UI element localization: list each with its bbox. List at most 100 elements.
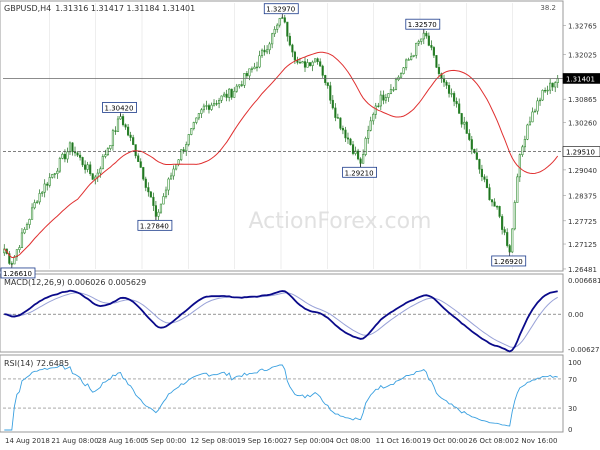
candle-body	[66, 151, 69, 160]
candle-body	[339, 117, 342, 129]
watermark-text: ActionForex.com	[249, 209, 432, 234]
candle	[503, 226, 506, 236]
candle	[212, 99, 216, 107]
candle-body	[205, 105, 208, 107]
candle-body	[91, 173, 94, 180]
candle-body	[41, 191, 44, 194]
candle-body	[303, 61, 307, 68]
candle	[430, 40, 433, 51]
price-tick-label: 1.26481	[568, 266, 597, 274]
candle	[238, 84, 241, 89]
candle	[124, 123, 127, 130]
rsi-tick-label: 0	[568, 426, 572, 434]
candle	[220, 95, 223, 104]
candle-body	[283, 17, 286, 23]
candle-body	[501, 216, 504, 230]
candle	[243, 73, 246, 89]
candle	[268, 41, 271, 55]
candle-body	[442, 78, 446, 83]
candle-body	[159, 203, 163, 213]
candle	[225, 89, 228, 102]
candle-body	[470, 139, 473, 150]
candle-body	[546, 89, 549, 92]
candle	[437, 63, 441, 78]
candle-body	[109, 144, 112, 149]
candle-body	[364, 138, 367, 155]
candle	[549, 78, 552, 94]
candle	[465, 120, 468, 134]
candle	[495, 205, 499, 210]
candle-body	[129, 134, 132, 138]
candle-body	[516, 176, 519, 203]
candle-body	[164, 189, 168, 197]
candle	[384, 93, 387, 104]
rsi-tick-label: 100	[568, 359, 581, 367]
swing-label: 1.29210	[345, 169, 374, 177]
candle	[217, 97, 221, 109]
candle	[321, 64, 324, 78]
candle	[36, 200, 39, 204]
candle-body	[68, 142, 72, 153]
candle	[260, 48, 264, 58]
candle-body	[36, 201, 39, 203]
macd-tick-label: -0.006279	[568, 346, 600, 354]
candle-body	[293, 51, 296, 61]
candle	[344, 126, 347, 143]
candle-body	[455, 101, 458, 105]
candle	[172, 165, 175, 180]
candle	[420, 38, 423, 45]
candle	[169, 172, 173, 180]
candle	[147, 182, 150, 197]
candle	[114, 126, 117, 135]
candle	[498, 205, 501, 219]
axis-labels-layer: 1.32765 1.32025 1.30865 1.30260 1.29040 1.283…	[5, 23, 600, 445]
time-tick-label: 21 Aug 08:00	[51, 437, 98, 445]
candle	[84, 160, 87, 174]
candle-body	[255, 66, 259, 69]
candle	[533, 108, 537, 113]
candle	[228, 88, 231, 102]
macd-main-line	[4, 289, 558, 353]
candle-body	[177, 159, 180, 165]
candle-body	[369, 120, 372, 131]
candle	[402, 66, 405, 75]
candle-body	[20, 232, 24, 248]
candle-body	[46, 183, 49, 186]
candle-body	[314, 58, 317, 63]
candle-body	[210, 104, 213, 110]
candle-body	[260, 49, 264, 57]
candle-body	[104, 154, 107, 157]
candle-body	[215, 103, 218, 105]
candle-body	[319, 61, 322, 67]
candle-body	[137, 155, 140, 162]
candle	[473, 148, 476, 154]
candle	[18, 245, 21, 253]
candle	[182, 146, 185, 154]
candle-body	[18, 247, 21, 250]
candle	[435, 55, 438, 69]
price-tick-label: 1.27125	[568, 241, 597, 249]
candle	[41, 190, 44, 197]
time-tick-label: 26 Oct 08:00	[468, 437, 514, 445]
candle-body	[508, 245, 511, 253]
candle	[255, 61, 259, 72]
candle	[111, 128, 115, 151]
candle-body	[405, 59, 408, 69]
candle-body	[248, 68, 251, 77]
rsi-tick-label: 70	[568, 376, 577, 384]
price-tick-label: 1.32765	[568, 23, 597, 31]
candle	[425, 31, 428, 39]
candle-body	[392, 89, 395, 91]
candle	[324, 74, 327, 86]
candle	[223, 91, 226, 98]
candle-body	[167, 178, 170, 191]
candle	[78, 152, 82, 161]
macd-pane-frame	[0, 273, 564, 353]
macd-title: MACD(12,26,9) 0.006026 0.005629	[4, 278, 146, 287]
candle-body	[276, 24, 279, 30]
candle-body	[549, 82, 552, 91]
candle	[331, 95, 334, 110]
candle	[367, 125, 370, 144]
swing-label: 1.32570	[408, 21, 437, 29]
candle-body	[306, 62, 309, 68]
